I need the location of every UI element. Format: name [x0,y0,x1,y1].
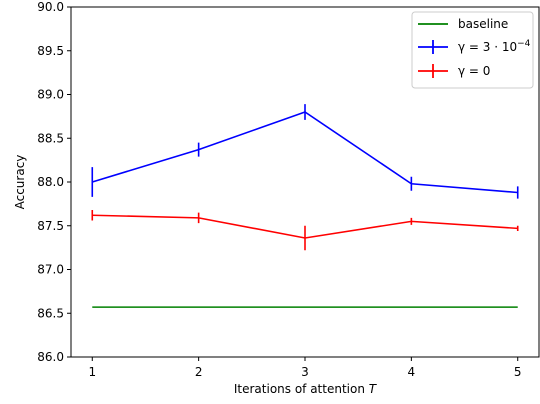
legend-label-gamma-3e-4-exp: −4 [517,39,531,49]
series-gamma-0 [91,210,519,251]
x-tick-label: 4 [408,365,416,379]
y-tick-label: 87.0 [37,263,64,277]
legend: baseline γ = 3 · 10−4 γ = 0 [411,11,534,89]
y-tick-label: 90.0 [37,0,64,14]
legend-label-gamma-0: γ = 0 [458,64,490,78]
legend-box [411,11,534,89]
y-tick-label: 88.5 [37,131,64,145]
y-tick-label: 86.0 [37,350,64,364]
series-layer [91,104,519,308]
plot-frame [70,6,540,358]
x-axis-label-variable: T [369,382,378,396]
series-gamma-3e-4 [91,104,519,199]
legend-label-gamma-3e-4-main: γ = 3 · 10 [458,40,517,54]
x-axis-label-text: Iterations of attention [234,382,365,396]
y-axis-ticks: 86.0 86.5 87.0 87.5 88.0 88.5 89.0 89.5 90.0 [37,0,71,364]
y-tick-label: 88.0 [37,175,64,189]
x-tick-label: 1 [88,365,96,379]
x-tick-label: 2 [195,365,203,379]
legend-label-baseline: baseline [458,17,508,31]
x-tick-label: 5 [514,365,522,379]
legend-label-gamma-3e-4: γ = 3 · 10−4 [458,39,531,54]
y-tick-label: 86.5 [37,306,64,320]
y-tick-label: 87.5 [37,219,64,233]
y-tick-label: 89.0 [37,88,64,102]
x-tick-label: 3 [301,365,309,379]
x-axis-label: Iterations of attention T [234,382,378,396]
y-axis-label: Accuracy [13,155,27,210]
x-axis-ticks: 1 2 3 4 5 [88,357,522,379]
y-tick-label: 89.5 [37,44,64,58]
